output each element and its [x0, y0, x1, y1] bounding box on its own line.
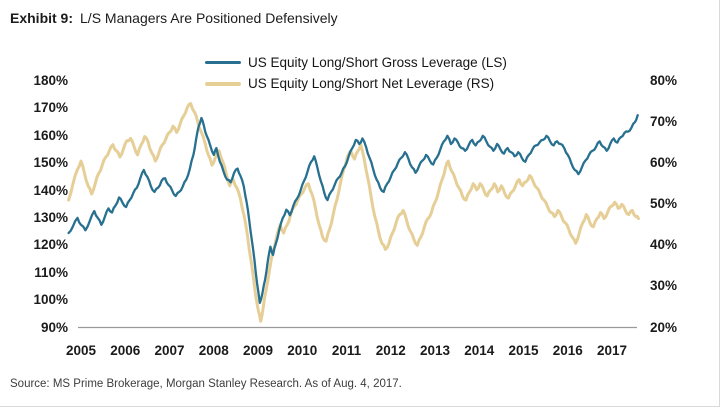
gross-line-swatch: [205, 61, 241, 64]
y-left-tick-label: 100%: [33, 292, 68, 308]
x-axis-tick-label: 2009: [242, 343, 274, 358]
y-left-tick-label: 130%: [33, 209, 68, 225]
source-note: Source: MS Prime Brokerage, Morgan Stanl…: [10, 378, 402, 390]
x-axis-tick-label: 2017: [596, 343, 628, 358]
legend-item-net-leverage: US Equity Long/Short Net Leverage (RS): [205, 73, 507, 94]
x-axis-tick-label: 2010: [287, 343, 318, 358]
y-left-tick-label: 180%: [33, 73, 68, 88]
y-right-tick-label: 50%: [650, 196, 678, 212]
x-axis-tick-label: 2014: [464, 343, 495, 358]
y-right-tick-label: 70%: [650, 114, 678, 130]
legend-item-gross-leverage: US Equity Long/Short Gross Leverage (LS): [205, 52, 507, 73]
y-left-tick-label: 160%: [33, 127, 68, 143]
x-axis-tick-label: 2012: [375, 343, 406, 358]
x-axis-tick-label: 2015: [508, 343, 539, 358]
x-axis-tick-label: 2011: [331, 343, 362, 358]
net-line-swatch: [205, 81, 241, 86]
x-axis-tick-label: 2008: [198, 343, 229, 358]
x-axis-tick-label: 2006: [110, 343, 141, 358]
chart-legend: US Equity Long/Short Gross Leverage (LS)…: [205, 52, 507, 94]
y-right-tick-label: 60%: [650, 155, 678, 171]
y-right-tick-label: 20%: [650, 319, 678, 335]
y-right-tick-label: 30%: [650, 278, 678, 294]
x-axis-tick-label: 2016: [552, 343, 583, 358]
gross-leverage-line: [67, 114, 639, 305]
page-title: Exhibit 9: L/S Managers Are Positioned De…: [10, 10, 338, 26]
y-left-tick-label: 120%: [33, 237, 68, 253]
x-axis-tick-label: 2005: [65, 343, 97, 358]
exhibit-title-text: L/S Managers Are Positioned Defensively: [80, 10, 338, 26]
y-left-tick-label: 90%: [40, 319, 68, 335]
exhibit-number: Exhibit 9:: [10, 10, 74, 26]
x-axis-tick-label: 2007: [154, 343, 185, 358]
y-left-tick-label: 140%: [33, 182, 68, 198]
y-right-tick-label: 40%: [650, 237, 678, 253]
legend-label-gross: US Equity Long/Short Gross Leverage (LS): [248, 55, 507, 70]
y-left-tick-label: 110%: [34, 264, 68, 280]
net-leverage-line: [67, 102, 640, 323]
y-right-tick-label: 80%: [650, 73, 678, 88]
x-axis-tick-label: 2013: [419, 343, 451, 358]
legend-label-net: US Equity Long/Short Net Leverage (RS): [248, 76, 495, 91]
y-left-tick-label: 170%: [33, 100, 68, 116]
y-left-tick-label: 150%: [33, 155, 68, 171]
